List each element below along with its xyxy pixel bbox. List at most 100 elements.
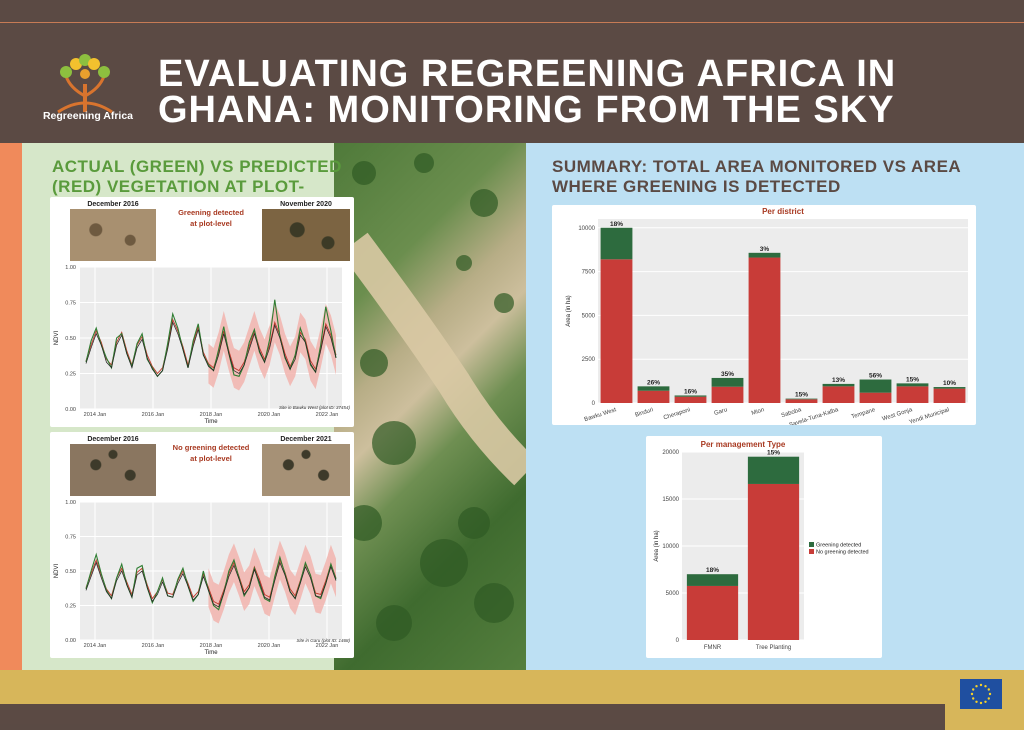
x-tick-label: Garu — [714, 407, 729, 417]
eu-star-icon — [975, 700, 978, 703]
fitted-line — [85, 321, 337, 377]
bar-percent-label: 35% — [721, 371, 734, 378]
bar-greening — [822, 383, 855, 387]
legend-label-no-greening: No greening detected — [816, 550, 869, 556]
x-tick-label: FMNR — [704, 645, 722, 651]
y-axis-label: NDVI — [54, 331, 60, 346]
bar-percent-label: 15% — [906, 376, 919, 383]
bar-no-greening — [933, 388, 966, 403]
x-tick-label: 2018 Jan — [200, 643, 223, 649]
greening-annotation: Greening detected at plot-level — [166, 207, 256, 229]
bar-percent-label: 26% — [647, 379, 660, 386]
y-tick-label: 0.00 — [65, 638, 76, 644]
eu-star-icon — [984, 685, 987, 688]
aerial-photo — [334, 143, 538, 670]
y-tick-label: 10000 — [662, 544, 679, 550]
header-banner — [0, 0, 1024, 143]
bar-greening — [859, 379, 892, 393]
y-axis-label: Area (in ha) — [566, 295, 572, 326]
no-greening-annotation-line-1: No greening detected — [172, 443, 250, 452]
y-tick-label: 0.50 — [65, 336, 76, 342]
page-title-line-1: EVALUATING REGREENING AFRICA IN — [158, 53, 897, 95]
ndvi-card-2: December 2016 No greening detected at pl… — [50, 432, 354, 658]
x-tick-label: Cheraponi — [663, 407, 691, 421]
x-axis-label: Time — [204, 419, 218, 425]
bar-percent-label: 3% — [760, 246, 770, 253]
satellite-photo-before — [70, 444, 156, 496]
x-tick-label: Bawku West — [584, 407, 618, 423]
prediction-band — [208, 540, 336, 624]
x-tick-label: 2016 Jan — [142, 643, 165, 649]
bar-no-greening — [686, 585, 739, 640]
y-tick-label: 0 — [592, 401, 596, 407]
greening-annotation-line-1: Greening detected — [178, 208, 244, 217]
legend-swatch-greening — [809, 542, 814, 547]
right-panel-title-line-2: WHERE GREENING IS DETECTED — [552, 177, 841, 196]
bar-percent-label: 18% — [706, 567, 719, 574]
bar-greening — [711, 377, 744, 387]
y-axis-label: NDVI — [54, 564, 60, 579]
photo-date-after: November 2020 — [280, 201, 332, 208]
bar-percent-label: 18% — [610, 221, 623, 228]
x-tick-label: 2022 Jan — [316, 412, 339, 418]
y-tick-label: 0.25 — [65, 604, 76, 610]
ndvi-card-1: December 2016 Greening detected at plot-… — [50, 197, 354, 427]
photo-date-before: December 2016 — [87, 201, 139, 208]
satellite-photo-after — [262, 444, 350, 496]
right-panel-title-line-1: SUMMARY: TOTAL AREA MONITORED VS AREA — [552, 157, 962, 176]
bar-no-greening — [822, 386, 855, 403]
district-bar-chart: Per district 0 2500 5000 7500 10000 Area (in h… — [566, 207, 968, 429]
eu-star-icon — [984, 700, 987, 703]
plot-background — [598, 219, 968, 403]
footer-bar — [0, 704, 945, 724]
bar-no-greening — [747, 483, 800, 640]
left-panel-title-line-1: ACTUAL (GREEN) VS PREDICTED — [52, 157, 342, 176]
y-tick-label: 2500 — [582, 357, 596, 363]
bar-greening — [933, 387, 966, 389]
eu-star-icon — [972, 688, 975, 691]
bar-greening — [674, 395, 707, 397]
y-tick-label: 20000 — [662, 450, 679, 456]
x-tick-label: Yendi Municipal — [908, 407, 950, 425]
y-tick-label: 1.00 — [65, 500, 76, 506]
y-tick-label: 0.25 — [65, 372, 76, 378]
bar-no-greening — [674, 396, 707, 403]
bar-percent-label: 15% — [795, 392, 808, 399]
predicted-line — [85, 558, 337, 605]
x-tick-label: Binduri — [634, 407, 654, 418]
bar-greening — [785, 398, 818, 400]
bar-greening — [637, 386, 670, 391]
footer-band — [0, 670, 1024, 704]
x-tick-label: 2014 Jan — [84, 643, 107, 649]
eu-star-icon — [975, 685, 978, 688]
bar-greening — [600, 227, 633, 260]
eu-star-icon — [979, 683, 983, 687]
bar-greening — [747, 456, 800, 484]
y-tick-label: 0 — [676, 638, 680, 644]
chart-title: Per management Type — [701, 440, 786, 449]
left-accent-stripe — [0, 143, 22, 670]
eu-star-icon — [979, 701, 983, 705]
bar-percent-label: 56% — [869, 373, 882, 380]
bar-no-greening — [896, 386, 929, 403]
fitted-line — [85, 561, 337, 608]
y-tick-label: 0.50 — [65, 569, 76, 575]
district-chart-card: Per district 0 2500 5000 7500 10000 Area (in h… — [552, 205, 976, 429]
header-rule — [0, 22, 1024, 23]
regreening-africa-logo-icon — [40, 52, 130, 126]
x-axis-label: Time — [204, 650, 218, 656]
x-tick-label: 2020 Jan — [258, 643, 281, 649]
x-tick-label: Tempane — [851, 407, 877, 421]
eu-flag-icon — [960, 679, 1002, 709]
eu-star-icon — [988, 692, 992, 696]
legend-label-greening: Greening detected — [816, 543, 861, 549]
y-tick-label: 0.75 — [65, 301, 76, 307]
bar-no-greening — [600, 259, 633, 403]
x-tick-label: 2022 Jan — [316, 643, 339, 649]
site-note: Site in Garu (plot ID: 1468) — [296, 638, 350, 643]
y-tick-label: 15000 — [662, 497, 679, 503]
photo-date-after: December 2021 — [280, 436, 332, 443]
ndvi-chart-2: 0.00 0.25 0.50 0.75 1.00 2014 Jan 2016 Jan 2018… — [54, 500, 342, 656]
page-title-line-2: GHANA: MONITORING FROM THE SKY — [158, 89, 895, 131]
bar-percent-label: 16% — [684, 388, 697, 395]
